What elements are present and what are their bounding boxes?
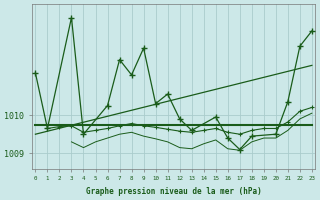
X-axis label: Graphe pression niveau de la mer (hPa): Graphe pression niveau de la mer (hPa) xyxy=(86,187,261,196)
